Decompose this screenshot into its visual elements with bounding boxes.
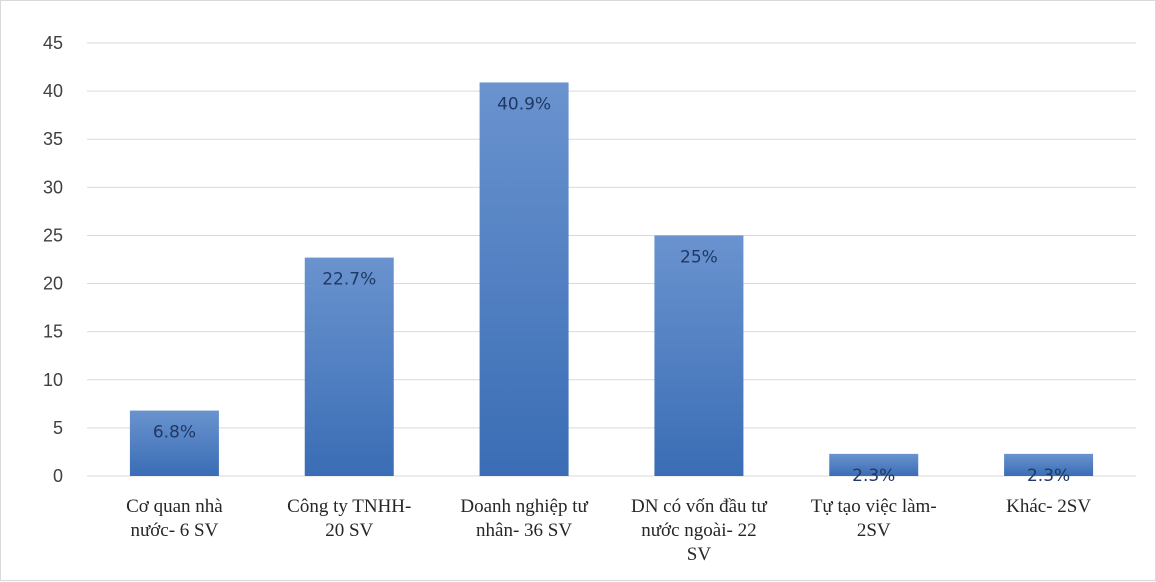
data-label: 22.7%	[322, 270, 376, 290]
category-label: Tự tạo việc làm-	[811, 496, 937, 517]
bar	[304, 257, 394, 476]
bar	[654, 235, 744, 476]
category-label: Cơ quan nhà	[126, 496, 223, 517]
y-tick-label: 40	[43, 81, 63, 101]
x-axis-categories: Cơ quan nhà nước- 6 SV Công ty TNHH- 20 SV D…	[126, 496, 1091, 565]
y-tick-label: 10	[43, 370, 63, 390]
y-tick-label: 15	[43, 322, 63, 342]
category-label: nhân- 36 SV	[476, 520, 572, 541]
y-tick-label: 20	[43, 274, 63, 294]
y-axis-ticks: 0 5 10 15 20 25 30 35 40 45	[43, 33, 63, 486]
category-label: DN có vốn đầu tư	[631, 496, 768, 517]
bar	[829, 453, 919, 476]
category-label: Khác- 2SV	[1006, 496, 1091, 517]
category-label: 2SV	[857, 520, 891, 541]
y-tick-label: 25	[43, 225, 63, 245]
y-tick-label: 0	[53, 466, 63, 486]
bar	[1004, 453, 1094, 476]
y-tick-label: 45	[43, 33, 63, 53]
bar	[129, 410, 219, 476]
data-label: 6.8%	[153, 423, 196, 443]
category-label: SV	[687, 544, 712, 565]
category-label: Công ty TNHH-	[287, 496, 411, 517]
data-labels: 6.8% 22.7% 40.9% 25% 2.3% 2.3%	[153, 94, 1070, 485]
y-tick-label: 5	[53, 418, 63, 438]
bar	[479, 82, 569, 476]
data-label: 40.9%	[497, 94, 551, 114]
category-label: Doanh nghiệp tư	[460, 496, 588, 517]
gridlines	[87, 42, 1136, 477]
y-tick-label: 35	[43, 129, 63, 149]
category-label: nước- 6 SV	[130, 520, 218, 541]
y-tick-label: 30	[43, 177, 63, 197]
category-label: nước ngoài- 22	[641, 520, 756, 541]
category-label: 20 SV	[325, 520, 373, 541]
data-label: 25%	[680, 247, 718, 267]
data-label: 2.3%	[852, 466, 895, 486]
bars	[129, 82, 1094, 476]
data-label: 2.3%	[1027, 466, 1070, 486]
